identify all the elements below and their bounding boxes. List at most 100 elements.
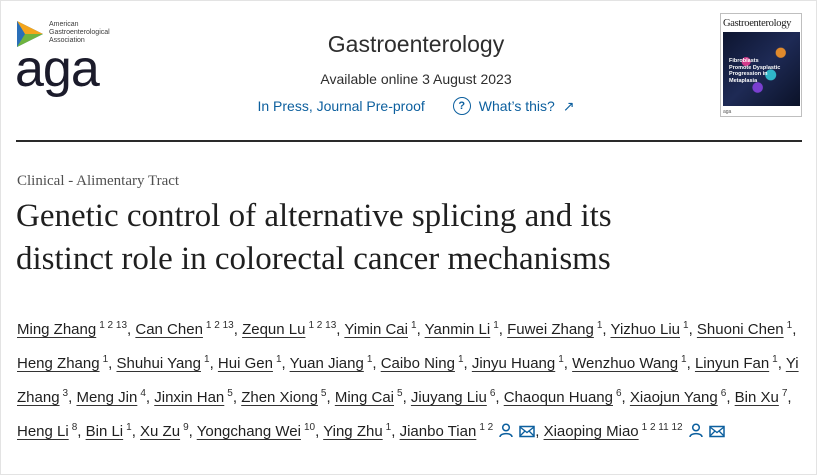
- author-name-link[interactable]: Jiuyang Liu: [410, 389, 487, 406]
- question-circle-icon[interactable]: ?: [452, 97, 471, 115]
- author-name-link[interactable]: Jinxin Han: [154, 389, 225, 406]
- author-name-link[interactable]: Xiaoping Miao: [543, 423, 639, 440]
- person-icon[interactable]: [688, 419, 703, 449]
- author-name-link[interactable]: Heng Zhang: [17, 355, 100, 372]
- author-name-link[interactable]: Yi Zhang: [17, 355, 799, 406]
- author-entry: Ying Zhu 1,: [323, 422, 399, 440]
- affiliation-refs[interactable]: 1 2 13: [308, 320, 337, 331]
- affiliation-refs[interactable]: 1: [366, 354, 373, 365]
- author-name-link[interactable]: Yongchang Wei: [196, 423, 301, 440]
- author-list: Ming Zhang 1 2 13, Can Chen 1 2 13, Zequn …: [17, 311, 807, 449]
- affiliation-refs[interactable]: 1: [457, 354, 464, 365]
- author-separator: ,: [336, 321, 345, 338]
- affiliation-refs[interactable]: 1: [126, 422, 132, 433]
- affiliation-refs[interactable]: 3: [62, 388, 69, 399]
- author-separator: ,: [602, 321, 611, 338]
- affiliation-refs[interactable]: 1 2 13: [205, 320, 234, 331]
- author-name-link[interactable]: Wenzhuo Wang: [572, 355, 679, 372]
- affiliation-refs[interactable]: 1: [683, 320, 689, 331]
- author-name-link[interactable]: Ming Cai: [334, 389, 395, 406]
- affiliation-refs[interactable]: 5: [227, 388, 233, 399]
- aga-logo-word: aga: [15, 40, 100, 98]
- author-name-link[interactable]: Fuwei Zhang: [507, 321, 594, 338]
- affiliation-refs[interactable]: 5: [397, 388, 403, 399]
- author-separator: ,: [563, 355, 573, 372]
- author-entry: Yuan Jiang 1,: [289, 354, 381, 372]
- affiliation-refs[interactable]: 6: [489, 388, 496, 399]
- in-press-status-link[interactable]: In Press, Journal Pre-proof: [257, 98, 425, 114]
- external-arrow-icon: ↗: [562, 97, 575, 114]
- author-name-link[interactable]: Shuoni Chen: [696, 321, 784, 338]
- author-name-link[interactable]: Jinyu Huang: [471, 355, 556, 372]
- affiliation-refs[interactable]: 1: [385, 422, 392, 433]
- author-name-link[interactable]: Bin Xu: [734, 389, 779, 406]
- author-separator: ,: [463, 355, 472, 372]
- affiliation-refs[interactable]: 9: [183, 422, 189, 433]
- author-name-link[interactable]: Yuan Jiang: [289, 355, 364, 372]
- affiliation-refs[interactable]: 1 2: [479, 422, 494, 433]
- journal-name-link[interactable]: Gastroenterology: [327, 31, 505, 57]
- affiliation-refs[interactable]: 7: [781, 388, 788, 399]
- affiliation-refs[interactable]: 1: [772, 354, 778, 365]
- person-icon[interactable]: [499, 419, 513, 449]
- author-name-link[interactable]: Xiaojun Yang: [629, 389, 718, 406]
- affiliation-refs[interactable]: 1: [275, 354, 282, 365]
- affiliation-refs[interactable]: 1: [681, 354, 687, 365]
- author-separator: ,: [726, 389, 735, 406]
- author-name-link[interactable]: Linyun Fan: [694, 355, 770, 372]
- author-entry: Ming Zhang 1 2 13,: [17, 320, 135, 338]
- affiliation-refs[interactable]: 4: [140, 388, 146, 399]
- affiliation-refs[interactable]: 8: [71, 422, 78, 433]
- author-name-link[interactable]: Ming Zhang: [17, 321, 97, 338]
- author-name-link[interactable]: Yimin Cai: [344, 321, 408, 338]
- author-separator: ,: [372, 355, 381, 372]
- affiliation-refs[interactable]: 5: [320, 388, 327, 399]
- affiliation-refs[interactable]: 1: [411, 320, 417, 331]
- author-separator: ,: [145, 389, 155, 406]
- author-name-link[interactable]: Heng Li: [17, 423, 69, 440]
- author-entry: Xiaojun Yang 6,: [629, 388, 735, 406]
- author-entry: Fuwei Zhang 1,: [507, 320, 611, 338]
- author-entry: Shuoni Chen 1,: [696, 320, 796, 338]
- envelope-icon[interactable]: [519, 419, 535, 449]
- author-name-link[interactable]: Jianbo Tian: [399, 423, 477, 440]
- author-name-link[interactable]: Meng Jin: [76, 389, 138, 406]
- affiliation-refs[interactable]: 10: [303, 422, 316, 433]
- author-name-link[interactable]: Xu Zu: [140, 423, 181, 440]
- author-entry: Xiaoping Miao 1 2 11 12: [543, 422, 725, 440]
- affiliation-refs[interactable]: 1: [558, 354, 564, 365]
- affiliation-refs[interactable]: 1 2 13: [99, 320, 128, 331]
- envelope-icon[interactable]: [708, 419, 725, 449]
- author-name-link[interactable]: Chaoqun Huang: [503, 389, 613, 406]
- affiliation-refs[interactable]: 6: [615, 388, 622, 399]
- author-separator: ,: [233, 321, 243, 338]
- aga-triangle-icon: [17, 21, 43, 47]
- author-separator: ,: [416, 321, 425, 338]
- author-name-link[interactable]: Ying Zhu: [323, 423, 383, 440]
- whats-this-link[interactable]: What’s this?: [478, 98, 555, 114]
- journal-cover-thumbnail[interactable]: Gastroenterology Fibroblasts Promote Dys…: [720, 13, 802, 117]
- author-name-link[interactable]: Zequn Lu: [242, 321, 306, 338]
- logo-line-3: Association: [49, 37, 85, 44]
- author-name-link[interactable]: Zhen Xiong: [241, 389, 318, 406]
- affiliation-refs[interactable]: 6: [720, 388, 727, 399]
- affiliation-refs[interactable]: 1: [786, 320, 793, 331]
- author-separator: ,: [68, 389, 77, 406]
- author-name-link[interactable]: Can Chen: [135, 321, 203, 338]
- author-separator: ,: [281, 355, 290, 372]
- affiliation-refs[interactable]: 1: [493, 320, 499, 331]
- title-line-2: distinct role in colorectal cancer mecha…: [16, 241, 611, 277]
- affiliation-refs[interactable]: 1: [596, 320, 603, 331]
- author-name-link[interactable]: Yizhuo Liu: [610, 321, 681, 338]
- affiliation-refs[interactable]: 1: [102, 354, 109, 365]
- author-entry: Jianbo Tian 1 2,: [399, 422, 544, 440]
- aga-logo[interactable]: American Gastroenterological Association…: [15, 17, 145, 107]
- author-name-link[interactable]: Yanmin Li: [424, 321, 491, 338]
- author-name-link[interactable]: Hui Gen: [217, 355, 273, 372]
- author-name-link[interactable]: Bin Li: [85, 423, 124, 440]
- author-name-link[interactable]: Shuhui Yang: [116, 355, 201, 372]
- affiliation-refs[interactable]: 1 2 11 12: [641, 422, 683, 433]
- affiliation-refs[interactable]: 1: [204, 354, 210, 365]
- author-name-link[interactable]: Caibo Ning: [380, 355, 455, 372]
- author-entry: Jinyu Huang 1,: [471, 354, 573, 372]
